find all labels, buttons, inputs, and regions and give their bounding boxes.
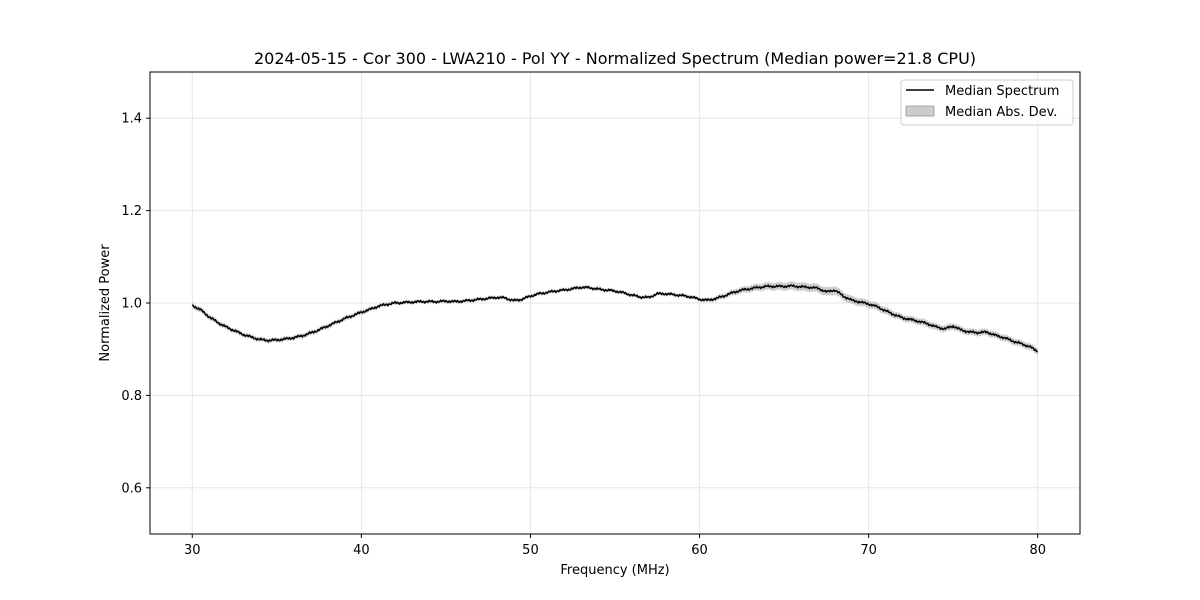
y-tick-label: 0.6 — [121, 481, 142, 496]
median-spectrum-line — [191, 284, 1038, 353]
chart-title: 2024-05-15 - Cor 300 - LWA210 - Pol YY -… — [254, 49, 976, 68]
y-tick-label: 0.8 — [121, 389, 142, 404]
y-tick-label: 1.2 — [121, 204, 142, 219]
x-tick-label: 80 — [1029, 543, 1046, 558]
legend-label-median-spectrum: Median Spectrum — [945, 84, 1059, 99]
legend-band-swatch — [905, 105, 935, 117]
x-tick-label: 40 — [353, 543, 370, 558]
legend-label-median-abs-dev: Median Abs. Dev. — [945, 105, 1057, 120]
x-tick-label: 50 — [522, 543, 539, 558]
x-tick-label: 60 — [691, 543, 708, 558]
y-tick-label: 1.4 — [121, 112, 142, 127]
legend: Median Spectrum Median Abs. Dev. — [900, 79, 1074, 126]
y-axis-label: Normalized Power — [98, 244, 113, 362]
x-tick-label: 30 — [184, 543, 201, 558]
x-tick-label: 70 — [860, 543, 877, 558]
ticks-layer: 30 40 50 60 70 80 0.6 0.8 1.0 1.2 1.4 — [121, 112, 1046, 558]
legend-box — [900, 79, 1074, 126]
x-axis-label: Frequency (MHz) — [560, 563, 669, 578]
y-tick-label: 1.0 — [121, 297, 142, 312]
